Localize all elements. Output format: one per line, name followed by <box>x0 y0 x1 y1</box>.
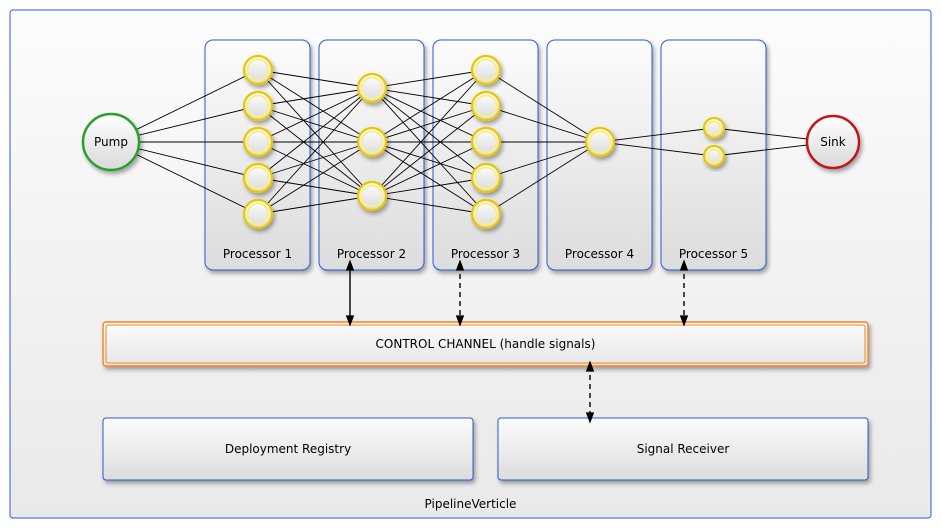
sink-node-label: Sink <box>820 135 846 149</box>
diagram-svg: PipelineVerticle Processor 1 Processor 2 Pr… <box>0 0 941 528</box>
pump-node-label: Pump <box>94 135 128 149</box>
processor-2-label: Processor 2 <box>337 247 406 261</box>
processor-3-label: Processor 3 <box>451 247 520 261</box>
processor-5-label: Processor 5 <box>679 247 748 261</box>
pipeline-verticle-label: PipelineVerticle <box>425 497 517 511</box>
processor-1-label: Processor 1 <box>223 247 292 261</box>
signal-receiver-label: Signal Receiver <box>637 442 730 456</box>
processor-4-label: Processor 4 <box>565 247 634 261</box>
deployment-registry-label: Deployment Registry <box>225 442 351 456</box>
control-channel-label: CONTROL CHANNEL (handle signals) <box>376 337 596 351</box>
